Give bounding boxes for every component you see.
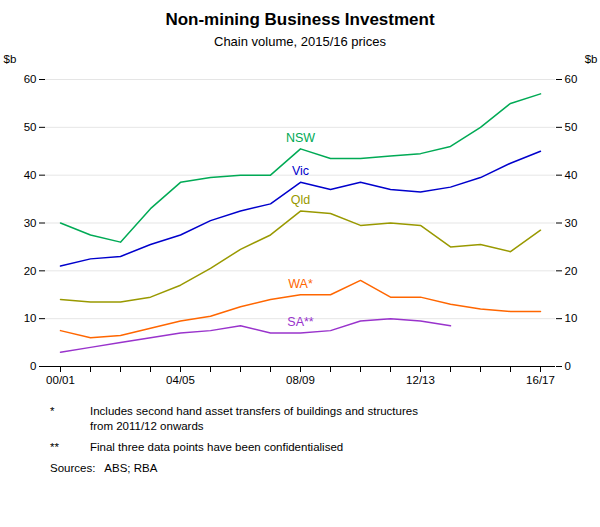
svg-text:50: 50 <box>565 121 578 133</box>
svg-text:SA**: SA** <box>287 315 314 329</box>
svg-text:40: 40 <box>565 169 578 181</box>
svg-text:WA*: WA* <box>288 277 313 291</box>
svg-text:NSW: NSW <box>286 131 315 145</box>
svg-text:04/05: 04/05 <box>166 374 195 386</box>
svg-text:$b: $b <box>585 53 598 65</box>
svg-text:10: 10 <box>24 312 37 324</box>
html-text:Chain volume, 2015/16 prices: Chain volume, 2015/16 prices <box>214 34 386 49</box>
svg-text:$b: $b <box>4 53 17 65</box>
svg-text:00/01: 00/01 <box>46 374 75 386</box>
svg-text:60: 60 <box>565 73 578 85</box>
svg-text:20: 20 <box>24 265 37 277</box>
svg-text:20: 20 <box>565 265 578 277</box>
html-text:Final three data points have b: Final three data points have been confid… <box>90 440 344 453</box>
svg-text:10: 10 <box>565 312 578 324</box>
svg-text:40: 40 <box>24 169 37 181</box>
html-text:Includes second hand asset tra: Includes second hand asset transfers of … <box>90 405 418 432</box>
svg-text:0: 0 <box>565 360 571 372</box>
svg-text:16/17: 16/17 <box>526 374 555 386</box>
svg-text:08/09: 08/09 <box>286 374 315 386</box>
svg-text:Vic: Vic <box>292 164 309 178</box>
svg-text:30: 30 <box>565 217 578 229</box>
svg-text:30: 30 <box>24 217 37 229</box>
svg-text:60: 60 <box>24 73 37 85</box>
html-text:Non-mining Business Investment: Non-mining Business Investment <box>165 10 435 29</box>
html-text:Sources: ABS; RBA: Sources: ABS; RBA <box>50 461 158 474</box>
svg-text:12/13: 12/13 <box>406 374 435 386</box>
svg-text:Qld: Qld <box>291 193 311 207</box>
svg-text:0: 0 <box>30 360 36 372</box>
svg-text:50: 50 <box>24 121 37 133</box>
